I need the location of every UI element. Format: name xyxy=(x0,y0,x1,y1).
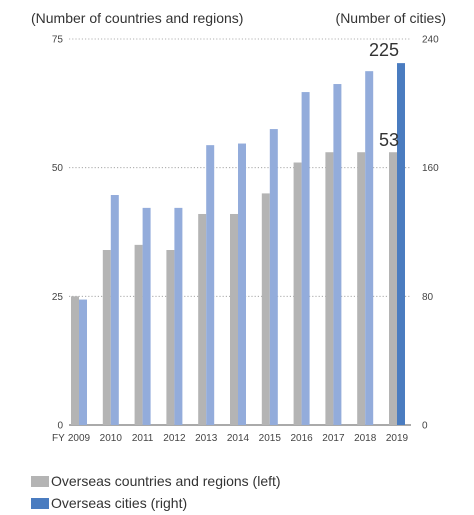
left-tick-label: 0 xyxy=(57,421,63,432)
dual-axis-bar-chart: (Number of countries and regions) (Number… xyxy=(31,10,446,444)
bar-countries-2009 xyxy=(71,296,79,425)
legend-label-countries: Overseas countries and regions (left) xyxy=(51,473,281,489)
bar-cities-2019 xyxy=(397,63,405,425)
bar-cities-2010 xyxy=(110,195,119,425)
left-axis-title: (Number of countries and regions) xyxy=(31,10,243,26)
bar-cities-2016 xyxy=(301,92,310,425)
bar-countries-2013 xyxy=(198,213,207,425)
right-tick-label: 160 xyxy=(422,163,439,174)
bar-cities-2013 xyxy=(206,145,215,425)
bar-cities-2017 xyxy=(333,84,342,426)
bar-cities-2014 xyxy=(238,143,246,425)
bar-cities-2011 xyxy=(142,207,151,425)
bar-countries-2012 xyxy=(166,250,175,425)
left-tick-label: 50 xyxy=(52,163,64,174)
x-tick-label: 2012 xyxy=(163,433,186,444)
left-tick-label: 75 xyxy=(52,35,64,46)
x-tick-label: 2015 xyxy=(259,433,282,444)
bar-cities-2015 xyxy=(269,129,278,426)
bar-countries-2014 xyxy=(230,213,238,425)
right-tick-label: 240 xyxy=(422,35,439,46)
right-tick-label: 0 xyxy=(422,421,428,432)
x-tick-label: 2014 xyxy=(227,433,250,444)
legend-label-cities: Overseas cities (right) xyxy=(51,495,188,511)
x-tick-label: 2019 xyxy=(386,433,409,444)
x-tick-label: 2013 xyxy=(195,433,218,444)
right-tick-label: 80 xyxy=(422,292,434,303)
bar-cities-2009 xyxy=(79,299,87,425)
x-tick-label: 2016 xyxy=(290,433,313,444)
bar-countries-2016 xyxy=(293,162,302,425)
bar-countries-2011 xyxy=(134,244,143,425)
chart-legend: Overseas countries and regions (left) Ov… xyxy=(31,471,451,515)
x-tick-label: 2010 xyxy=(100,433,123,444)
legend-item-cities: Overseas cities (right) xyxy=(31,493,451,513)
bar-cities-2012 xyxy=(174,207,183,425)
callout-countries-latest: 53 xyxy=(379,130,399,150)
left-tick-label: 25 xyxy=(52,292,64,303)
bar-countries-2015 xyxy=(261,193,270,425)
bar-countries-2010 xyxy=(102,250,111,425)
bar-countries-2018 xyxy=(357,152,366,425)
bar-countries-2017 xyxy=(325,152,334,425)
legend-swatch-cities xyxy=(31,497,49,509)
x-axis-prefix: FY xyxy=(52,433,65,444)
right-axis-title: (Number of cities) xyxy=(336,10,446,26)
x-tick-label: 2017 xyxy=(322,433,345,444)
bar-countries-2019 xyxy=(389,152,397,425)
bar-cities-2018 xyxy=(365,71,374,426)
legend-swatch-countries xyxy=(31,475,49,487)
callout-cities-latest: 225 xyxy=(369,40,399,60)
x-tick-label: 2018 xyxy=(354,433,377,444)
legend-item-countries: Overseas countries and regions (left) xyxy=(31,471,451,491)
x-tick-label: 2009 xyxy=(68,433,91,444)
x-tick-label: 2011 xyxy=(132,433,154,444)
